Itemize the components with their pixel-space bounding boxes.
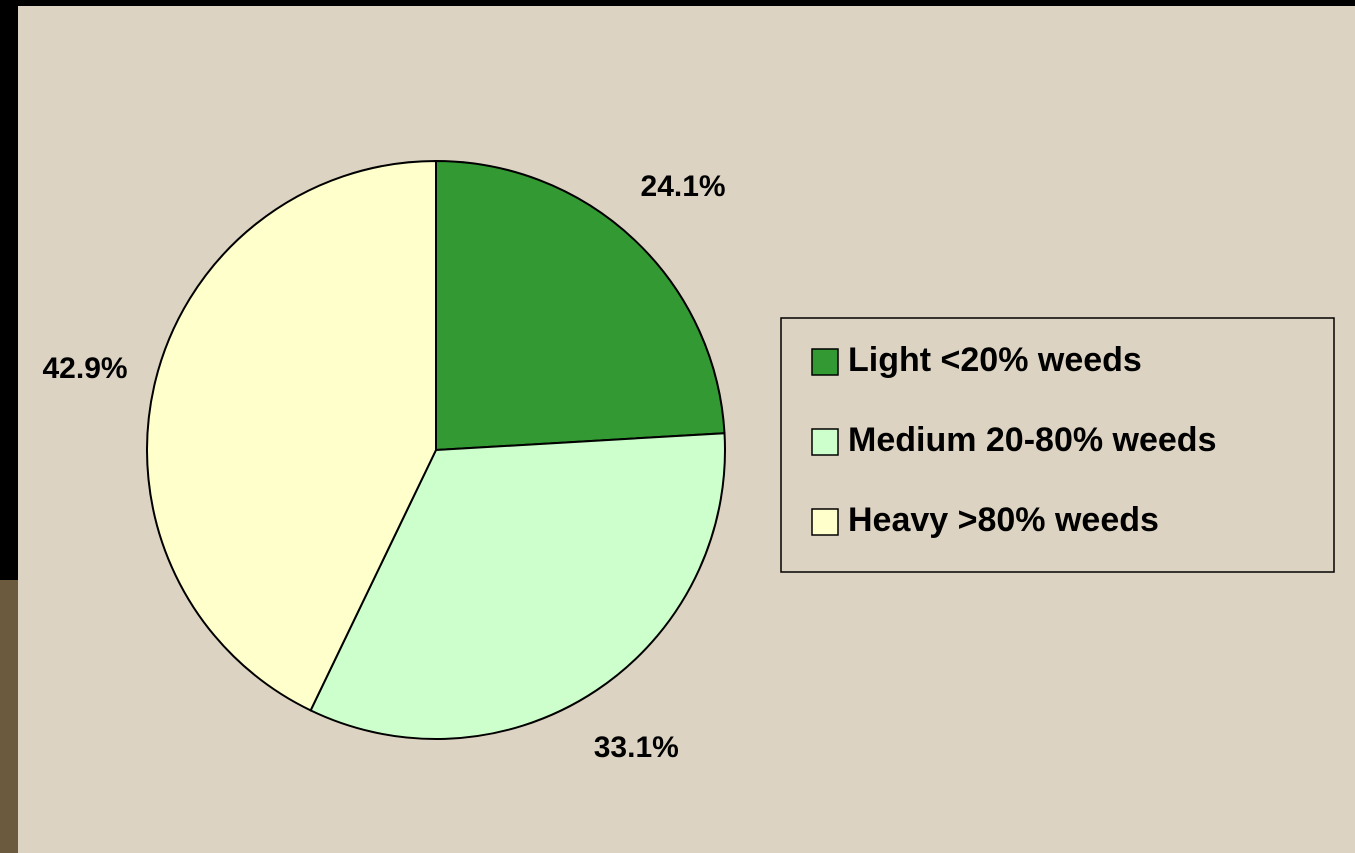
data-label: 33.1% xyxy=(594,731,679,764)
legend-swatch xyxy=(811,508,839,536)
legend-label: Heavy >80% weeds xyxy=(848,501,1159,539)
legend-box xyxy=(780,317,1335,573)
pie-slice xyxy=(435,159,726,452)
data-label: 42.9% xyxy=(42,352,127,385)
pie-slice xyxy=(309,432,726,740)
photo-strip xyxy=(0,580,18,853)
legend-label: Medium 20-80% weeds xyxy=(848,421,1216,459)
data-label: 24.1% xyxy=(641,170,726,203)
pie-slice xyxy=(146,159,437,712)
legend-swatch xyxy=(811,348,839,376)
legend-label: Light <20% weeds xyxy=(848,341,1142,379)
legend-swatch xyxy=(811,428,839,456)
